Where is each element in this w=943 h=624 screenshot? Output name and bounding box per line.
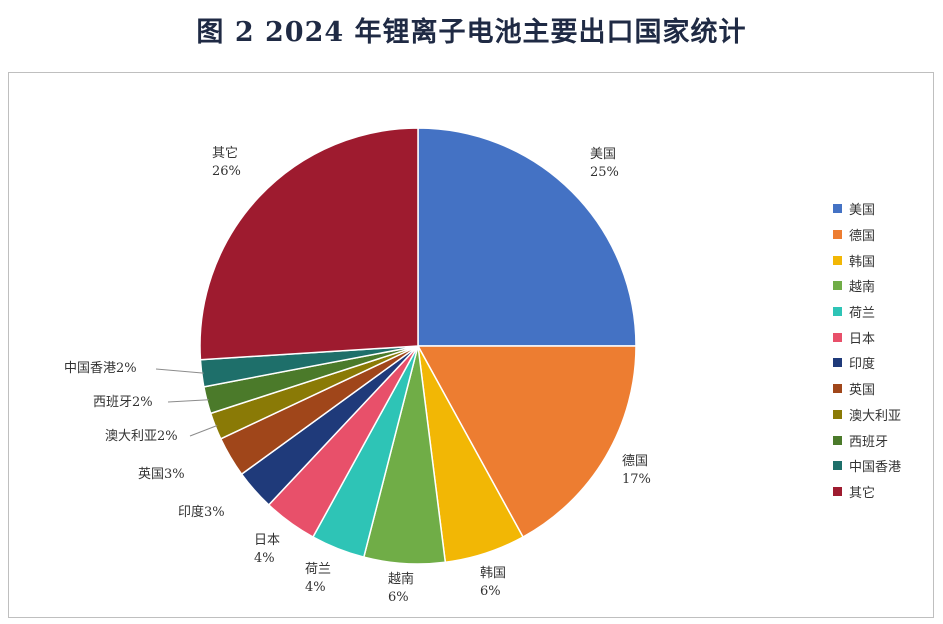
pie-slice-12	[199, 127, 419, 361]
legend-label-11: 中国香港	[849, 460, 902, 476]
leader-line-9	[189, 425, 218, 437]
leader-line-11	[155, 368, 204, 374]
legend-item-4: 越南	[833, 273, 933, 299]
legend-label-8: 英国	[849, 383, 876, 399]
legend-item-9: 澳大利亚	[833, 402, 933, 428]
pie-leader-lines	[155, 368, 218, 437]
legend-label-10: 西班牙	[849, 434, 889, 450]
legend-item-1: 美国	[833, 196, 933, 222]
legend-label-12: 其它	[849, 485, 876, 501]
legend-swatch-10	[833, 435, 842, 445]
legend-label-3: 韩国	[849, 254, 876, 270]
legend-item-2: 德国	[833, 222, 933, 248]
slice-label-4: 越南 6%	[388, 571, 414, 605]
legend-item-3: 韩国	[833, 247, 933, 273]
legend-item-11: 中国香港	[833, 453, 933, 479]
legend-label-7: 印度	[849, 357, 876, 373]
pie-labels: 美国 25% 德国 17% 韩国 6% 越南 6% 荷兰 4% 日本 4% 印度3% 英国3% 澳大利亚2%…	[64, 145, 651, 605]
slice-label-12: 其它 26%	[212, 145, 241, 179]
slice-label-9: 澳大利亚2%	[105, 428, 178, 444]
legend-label-1: 美国	[849, 203, 876, 219]
legend-item-10: 西班牙	[833, 427, 933, 453]
pie-slice-2	[416, 345, 637, 539]
legend-label-2: 德国	[849, 229, 876, 245]
slice-label-7: 印度3%	[178, 504, 225, 520]
legend-label-5: 荷兰	[849, 306, 876, 322]
legend-item-6: 日本	[833, 324, 933, 350]
legend-item-8: 英国	[833, 376, 933, 402]
slice-label-1: 美国 25%	[590, 147, 619, 180]
legend-swatch-11	[833, 461, 842, 471]
legend-item-12: 其它	[833, 479, 933, 505]
legend-swatch-5	[833, 307, 842, 317]
legend-swatch-3	[833, 255, 842, 265]
legend-label-4: 越南	[849, 280, 876, 296]
legend-item-7: 印度	[833, 350, 933, 376]
legend-swatch-8	[833, 384, 842, 394]
legend-swatch-7	[833, 358, 842, 368]
legend-label-9: 澳大利亚	[849, 408, 902, 424]
legend-swatch-4	[833, 281, 842, 291]
slice-label-11: 中国香港2%	[64, 361, 137, 376]
pie-slices	[199, 127, 637, 565]
legend-swatch-6	[833, 332, 842, 342]
slice-label-6: 日本 4%	[254, 533, 280, 566]
slice-label-5: 荷兰 4%	[305, 562, 331, 595]
legend-swatch-1	[833, 204, 842, 214]
legend: 美国德国韩国越南荷兰日本印度英国澳大利亚西班牙中国香港其它	[833, 196, 933, 504]
legend-swatch-2	[833, 230, 842, 240]
slice-label-3: 韩国 6%	[480, 566, 506, 599]
slice-label-2: 德国 17%	[622, 454, 651, 487]
pie-slice-1	[417, 127, 637, 347]
slice-label-8: 英国3%	[138, 467, 185, 482]
leader-line-10	[167, 399, 209, 403]
slice-label-10: 西班牙2%	[93, 395, 153, 410]
chart-title: 图 2 2024 年锂离子电池主要出口国家统计	[196, 17, 747, 48]
legend-label-6: 日本	[849, 331, 876, 347]
legend-item-5: 荷兰	[833, 299, 933, 325]
legend-swatch-9	[833, 409, 842, 419]
legend-swatch-12	[833, 486, 842, 496]
